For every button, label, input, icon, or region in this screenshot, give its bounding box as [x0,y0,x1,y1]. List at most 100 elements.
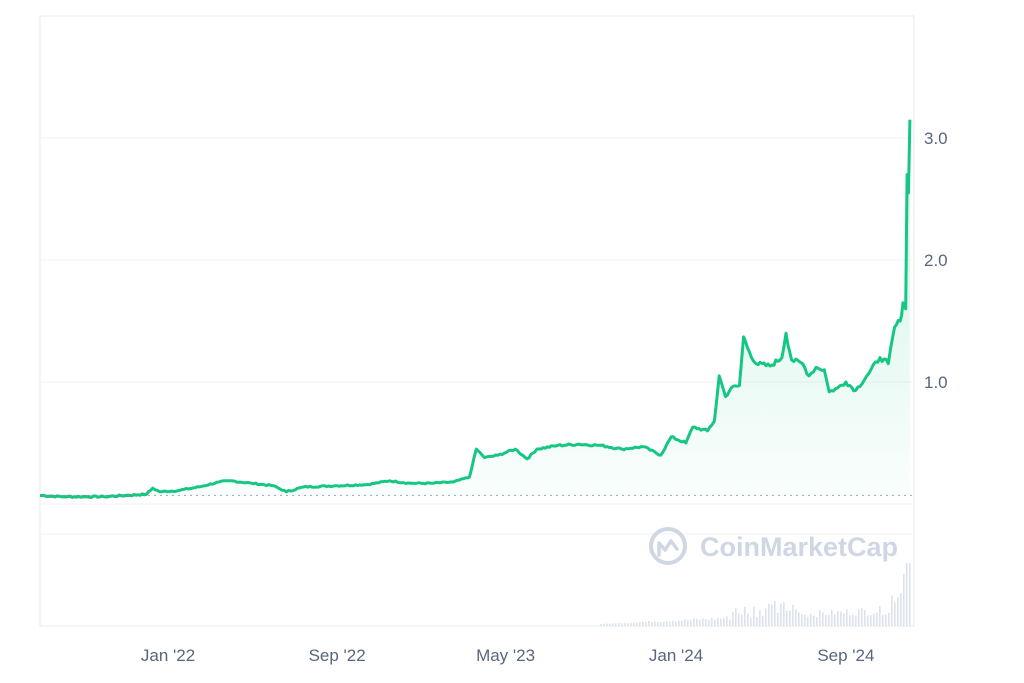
volume-bar [801,614,803,626]
volume-bar [624,623,626,626]
volume-bar [825,614,827,626]
volume-bar [606,623,608,626]
volume-bar [693,618,695,626]
volume-bar [891,595,893,626]
volume-bar [714,619,716,626]
volume-bar [711,617,713,626]
volume-bar [735,607,737,626]
volume-bar [777,612,779,626]
volume-bar [627,623,629,626]
volume-bar [810,613,812,626]
volume-bar [666,621,668,626]
volume-bar [702,618,704,626]
volume-bar [723,618,725,626]
volume-bar [630,622,632,626]
y-axis: 1.0 2.0 3.0 [924,129,948,392]
x-tick-label: Jan '22 [141,646,195,665]
volume-bar [687,619,689,626]
watermark-text: CoinMarketCap [700,532,898,562]
volume-bar [819,610,821,626]
volume-bar [864,610,866,626]
volume-bar [807,616,809,626]
volume-bar [804,614,806,626]
volume-bar [879,606,881,626]
volume-bar [888,612,890,626]
volume-bar [717,617,719,626]
volume-bar [831,609,833,626]
volume-bar [699,619,701,626]
volume-bar [642,621,644,626]
price-area-fill [40,119,910,498]
volume-bar [636,622,638,626]
volume-bar [795,609,797,626]
volume-bar [660,621,662,626]
volume-bar [759,610,761,626]
y-tick-label: 1.0 [924,373,948,392]
coinmarketcap-logo-icon [649,527,687,565]
volume-bar [741,614,743,626]
volume-bar [663,621,665,626]
volume-bar [726,616,728,626]
volume-bar [792,604,794,626]
y-tick-label: 3.0 [924,129,948,148]
volume-bar [762,615,764,626]
volume-bar [684,619,686,626]
volume-bar [900,593,902,626]
volume-bar [846,609,848,626]
volume-bar [849,615,851,626]
volume-bar [615,623,617,626]
volume-bar [654,621,656,626]
volume-bar [750,617,752,626]
volume-bar [843,613,845,626]
volume-bar [747,613,749,626]
volume-bar [678,620,680,626]
volume-bar [786,610,788,626]
volume-bar [651,622,653,626]
volume-bar [600,624,602,626]
volume-bar [906,562,908,626]
x-tick-label: Jan '24 [649,646,703,665]
volume-bar [858,609,860,626]
volume-bar [783,601,785,626]
volume-bar [681,620,683,626]
volume-bar [882,614,884,626]
volume-bar [837,610,839,626]
volume-bar [909,563,911,626]
volume-bar [675,621,677,626]
volume-bar [633,622,635,626]
volume-bars [600,562,911,626]
volume-bar [753,606,755,626]
volume-bar [873,613,875,626]
volume-bar [672,620,674,626]
volume-bar [756,616,758,626]
volume-bar [897,596,899,626]
volume-bar [876,612,878,626]
volume-bar [768,604,770,626]
volume-bar [813,615,815,626]
volume-bar [798,612,800,626]
volume-bar [729,619,731,626]
volume-bar [822,612,824,626]
coinmarketcap-watermark: CoinMarketCap [649,527,898,565]
volume-bar [732,611,734,626]
volume-bar [885,614,887,626]
plot-border [39,15,915,627]
volume-bar [720,618,722,626]
volume-bar [771,604,773,626]
volume-bar [612,623,614,626]
volume-bar [861,608,863,626]
volume-bar [639,622,641,626]
volume-bar [828,614,830,626]
volume-bar [708,619,710,626]
volume-bar [789,610,791,626]
x-tick-label: Sep '24 [817,646,874,665]
volume-bar [903,573,905,626]
x-axis: Jan '22 Sep '22 May '23 Jan '24 Sep '24 [141,646,875,665]
volume-bar [669,621,671,626]
volume-bar [738,613,740,626]
volume-bar [609,623,611,626]
volume-bar [774,600,776,626]
x-tick-label: Sep '22 [309,646,366,665]
volume-bar [705,619,707,626]
